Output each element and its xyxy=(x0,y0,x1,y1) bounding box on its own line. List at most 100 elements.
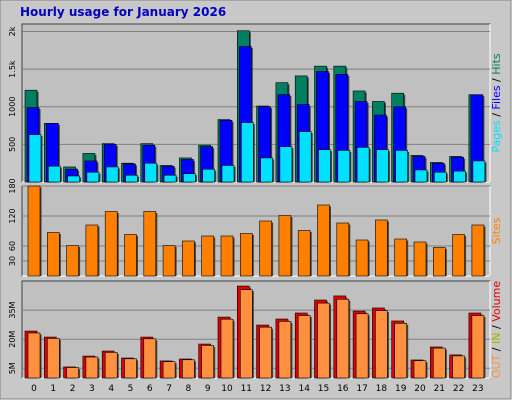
bar xyxy=(278,321,292,379)
bar xyxy=(471,224,485,277)
bar xyxy=(125,174,138,183)
bar xyxy=(46,338,60,379)
bar xyxy=(298,131,312,183)
bar xyxy=(355,313,369,379)
bar xyxy=(220,235,234,277)
x-tick-label: 3 xyxy=(89,384,95,394)
bar xyxy=(143,211,157,277)
bar xyxy=(27,185,41,277)
x-tick-label: 21 xyxy=(434,384,445,394)
bar xyxy=(104,352,118,379)
bar xyxy=(394,322,408,379)
bar xyxy=(201,235,214,277)
x-tick-label: 8 xyxy=(186,384,192,394)
bar xyxy=(355,239,369,277)
x-tick-label: 22 xyxy=(453,384,464,394)
bar xyxy=(66,245,79,277)
bar xyxy=(432,247,446,277)
y-tick-label: 20M xyxy=(8,331,17,348)
chart-title: Hourly usage for January 2026 xyxy=(20,5,226,19)
bar xyxy=(317,204,330,277)
bar xyxy=(336,298,350,379)
bar xyxy=(240,289,253,379)
bar xyxy=(124,358,137,379)
bar xyxy=(85,356,99,379)
bar xyxy=(336,222,350,277)
bar xyxy=(318,149,331,183)
bar xyxy=(124,234,137,277)
x-tick-label: 12 xyxy=(260,384,271,394)
bar xyxy=(356,147,370,183)
x-tick-label: 0 xyxy=(31,384,37,394)
x-tick-label: 18 xyxy=(376,384,388,394)
legend-separator: / xyxy=(490,344,503,355)
bar xyxy=(452,234,465,277)
bar xyxy=(104,211,118,277)
bar xyxy=(66,367,79,379)
bar xyxy=(85,224,99,277)
bar xyxy=(67,175,80,183)
x-tick-label: 20 xyxy=(414,384,426,394)
bar xyxy=(182,240,195,277)
y-tick-label: 1.5k xyxy=(8,60,17,78)
legend-entry: Sites xyxy=(490,217,503,244)
bar xyxy=(162,245,176,277)
bar xyxy=(337,150,351,183)
y-tick-label: 120 xyxy=(8,208,17,223)
bar xyxy=(297,315,311,379)
x-tick-label: 13 xyxy=(279,384,290,394)
bar xyxy=(260,157,273,183)
bar xyxy=(452,355,465,379)
bar xyxy=(220,318,234,379)
bar xyxy=(202,168,215,183)
y-tick-label: 35M xyxy=(8,301,17,318)
x-tick-label: 19 xyxy=(395,384,407,394)
x-tick-label: 9 xyxy=(205,384,211,394)
bar xyxy=(375,310,388,379)
bar xyxy=(413,360,427,379)
legend-separator: / xyxy=(490,322,503,333)
bar xyxy=(28,134,42,183)
legend-entry: Hits xyxy=(490,53,503,75)
legend: Pages / Files / Hits xyxy=(490,53,503,153)
x-tick-label: 11 xyxy=(241,384,252,394)
legend-entry: Files xyxy=(490,85,503,109)
legend: OUT / IN / Volume xyxy=(490,281,503,378)
bar xyxy=(240,233,253,277)
x-tick-label: 10 xyxy=(221,384,233,394)
bar xyxy=(317,302,330,379)
bar xyxy=(201,345,214,379)
y-tick-label: 500 xyxy=(8,137,17,152)
x-tick-label: 14 xyxy=(298,384,310,394)
x-tick-label: 5 xyxy=(128,384,134,394)
bar xyxy=(46,232,60,277)
legend: Sites xyxy=(490,217,503,244)
bar xyxy=(86,171,100,183)
x-tick-label: 6 xyxy=(147,384,153,394)
bar xyxy=(259,220,272,277)
bar xyxy=(163,174,177,183)
bar xyxy=(221,165,235,183)
y-tick-label: 30 xyxy=(8,256,17,266)
x-tick-label: 15 xyxy=(318,384,329,394)
bar xyxy=(183,173,196,183)
bar xyxy=(376,149,389,183)
legend-separator: / xyxy=(490,75,503,86)
legend-separator: / xyxy=(490,110,503,121)
y-tick-label: 1000 xyxy=(8,97,17,117)
bar xyxy=(241,122,254,183)
bar xyxy=(182,359,195,379)
y-tick-label: 180 xyxy=(8,178,17,193)
y-tick-label: 5M xyxy=(8,362,17,374)
bar xyxy=(278,215,292,277)
bar xyxy=(297,230,311,277)
x-tick-label: 2 xyxy=(70,384,76,394)
y-tick-label: 2k xyxy=(8,26,17,36)
bar xyxy=(413,241,427,277)
bar xyxy=(143,338,157,379)
bar xyxy=(162,361,176,379)
bar xyxy=(453,170,466,183)
x-tick-label: 4 xyxy=(108,384,114,394)
bar xyxy=(105,166,119,183)
